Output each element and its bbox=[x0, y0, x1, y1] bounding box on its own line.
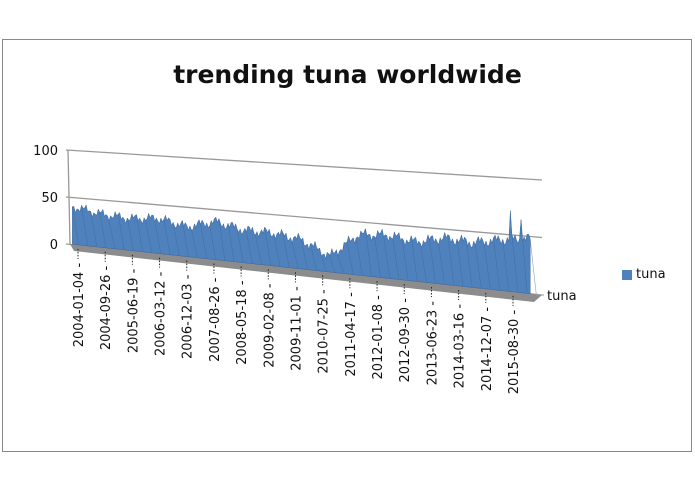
area-shade-line bbox=[218, 218, 226, 261]
area-shade-line bbox=[99, 212, 107, 248]
area-shade-line bbox=[493, 237, 500, 290]
area-shade-line bbox=[264, 227, 271, 266]
area-shade-line bbox=[383, 236, 390, 278]
area-shade-line bbox=[447, 234, 455, 285]
x-tick-label: 2013-06-23 - bbox=[425, 301, 440, 386]
area-shade-line bbox=[200, 224, 207, 259]
area-shade-line bbox=[346, 242, 354, 274]
area-shade-line bbox=[163, 219, 171, 255]
area-shade-line bbox=[438, 244, 445, 284]
area-shade-line bbox=[465, 239, 473, 287]
area-shade-line bbox=[236, 229, 244, 263]
x-tick-label: 2012-01-08 - bbox=[371, 295, 386, 380]
y-tick-label: 0 bbox=[50, 238, 58, 253]
x-tick-label: 2009-11-01 - bbox=[290, 286, 305, 371]
area-shade-line bbox=[355, 237, 363, 275]
area-shade-line bbox=[392, 238, 400, 279]
area-shade-line bbox=[319, 247, 326, 272]
area-shade-line bbox=[81, 205, 88, 246]
area-shade-line bbox=[401, 238, 409, 280]
y-tick-label: 100 bbox=[33, 144, 58, 159]
area-shade-line bbox=[502, 239, 510, 291]
area-shade-line bbox=[246, 231, 253, 264]
legend-label: tuna bbox=[636, 267, 666, 282]
area-shade-line bbox=[72, 206, 79, 245]
area-shade-line bbox=[209, 225, 217, 260]
area-shade-line bbox=[328, 253, 336, 273]
x-tick-label: 2010-07-25 - bbox=[317, 289, 332, 374]
area-shade-line bbox=[529, 239, 537, 294]
area-shade-line bbox=[282, 232, 290, 268]
x-tick-label: 2006-12-03 - bbox=[181, 274, 196, 359]
area-shade-line bbox=[172, 222, 180, 256]
area-shade-line bbox=[337, 255, 345, 274]
x-tick-label: 2007-08-26 - bbox=[208, 277, 223, 362]
x-tick-label: 2012-09-30 - bbox=[398, 298, 413, 383]
x-tick-label: 2006-03-12 - bbox=[154, 271, 169, 356]
area-shade-line bbox=[310, 243, 317, 271]
area-shade-line bbox=[127, 217, 134, 251]
y-axis-line bbox=[67, 149, 71, 245]
area-shade-line bbox=[520, 219, 528, 293]
area-shade-line bbox=[191, 229, 198, 258]
chart-title: trending tuna worldwide bbox=[173, 60, 522, 89]
area-shade-line bbox=[429, 239, 436, 283]
area-shade-line bbox=[255, 234, 262, 265]
area-shade-line bbox=[365, 228, 372, 276]
area-shade-line bbox=[300, 239, 308, 270]
area-shade-line bbox=[410, 235, 418, 281]
y-tick-label: 50 bbox=[41, 191, 58, 206]
area-shade-line bbox=[456, 238, 464, 286]
area-shade-line bbox=[511, 234, 519, 292]
gridline-50 bbox=[65, 196, 543, 239]
area-shade-line bbox=[117, 214, 125, 250]
legend-swatch bbox=[622, 269, 632, 280]
x-tick-label: 2008-05-18 - bbox=[235, 280, 250, 365]
x-tick-label: 2004-09-26 - bbox=[99, 265, 114, 350]
x-tick-label: 2014-03-16 - bbox=[453, 304, 468, 389]
x-tick-label: 2004-01-04 - bbox=[72, 263, 87, 348]
floor bbox=[70, 244, 542, 302]
x-tick-label: 2005-06-19 - bbox=[126, 268, 141, 353]
area-shade-line bbox=[108, 220, 116, 249]
gridline-100 bbox=[65, 149, 543, 181]
area-shade-line bbox=[145, 220, 152, 253]
area-shade-line bbox=[227, 223, 235, 262]
chart-frame bbox=[2, 39, 692, 452]
area-shade-line bbox=[484, 245, 491, 289]
x-tick-label: 2011-04-17 - bbox=[344, 292, 359, 377]
legend: tuna bbox=[622, 267, 666, 282]
area-shade-line bbox=[374, 236, 381, 277]
area-shade-line bbox=[420, 243, 427, 282]
area-shade-line bbox=[154, 221, 162, 254]
x-tick-label: 2015-08-30 - bbox=[507, 310, 522, 395]
area-shade-line bbox=[474, 244, 482, 288]
area-shade-line bbox=[291, 242, 299, 269]
x-tick-label: 2014-12-07 - bbox=[480, 307, 495, 392]
area-shade-line bbox=[273, 233, 281, 267]
area-shade-line bbox=[136, 214, 143, 252]
x-tick-label: 2009-02-08 - bbox=[262, 283, 277, 368]
area-shade-line bbox=[90, 211, 97, 247]
series-axis-label: tuna bbox=[547, 289, 577, 304]
area-shade-line bbox=[181, 220, 189, 257]
